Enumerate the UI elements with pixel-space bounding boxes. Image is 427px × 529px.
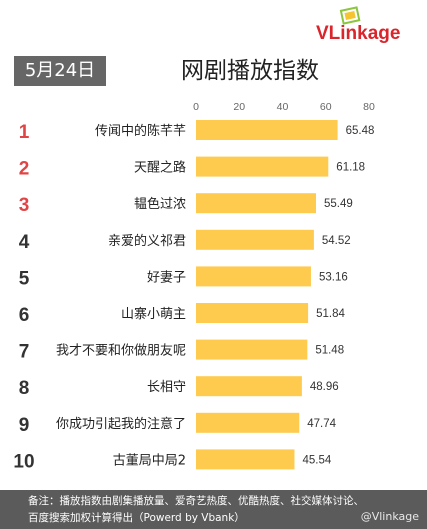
rank-number: 1	[19, 122, 30, 143]
page-title: 网剧播放指数	[181, 58, 319, 84]
bar	[196, 193, 316, 214]
bar	[196, 449, 295, 470]
rank-number: 8	[19, 378, 30, 399]
bar	[196, 412, 300, 433]
footer-note-line1: 备注：播放指数由剧集播放量、爱奇艺热度、优酷热度、社交媒体讨论、	[28, 495, 364, 507]
data-label: 45.54	[302, 454, 331, 466]
rank-number: 7	[19, 342, 30, 363]
category-label: 你成功引起我的注意了	[56, 416, 186, 432]
x-tick-label: 20	[233, 101, 245, 113]
data-label: 51.48	[315, 345, 344, 357]
data-label: 55.49	[324, 198, 353, 210]
category-label: 韫色过浓	[134, 196, 186, 212]
x-tick-label: 80	[363, 101, 375, 113]
date-badge: 5月24日	[14, 56, 106, 86]
brand-text: VLinkage	[316, 23, 400, 44]
weibo-watermark: @Vlinkage	[360, 510, 419, 523]
data-label: 54.52	[322, 235, 351, 247]
bar	[196, 156, 329, 177]
rank-number: 9	[19, 415, 30, 436]
rank-number: 3	[19, 195, 30, 216]
bar	[196, 303, 309, 323]
bar	[196, 266, 311, 287]
data-label: 53.16	[319, 271, 348, 283]
rank-number: 10	[13, 451, 34, 472]
footer-note: 备注：播放指数由剧集播放量、爱奇艺热度、优酷热度、社交媒体讨论、 百度搜索加权计…	[0, 490, 427, 529]
category-label: 我才不要和你做朋友呢	[56, 343, 186, 359]
x-tick-label: 0	[193, 101, 199, 113]
data-label: 65.48	[346, 125, 375, 137]
category-label: 好妻子	[147, 270, 186, 285]
bar	[196, 376, 302, 397]
data-label: 47.74	[307, 418, 336, 430]
bar	[196, 339, 308, 360]
data-label: 51.84	[316, 308, 345, 320]
rank-number: 6	[19, 305, 30, 326]
x-tick-label: 40	[277, 101, 289, 113]
rank-number: 2	[19, 159, 30, 180]
category-label: 古董局中局2	[113, 453, 186, 468]
category-label: 亲爱的义祁君	[108, 233, 186, 249]
category-label: 长相守	[147, 380, 186, 395]
rank-number: 5	[19, 268, 30, 289]
vlinkage-logo: VLinkage	[316, 6, 400, 44]
category-label: 山寨小萌主	[121, 306, 186, 322]
category-label: 天醒之路	[134, 160, 186, 176]
bar	[196, 120, 338, 140]
bar	[196, 229, 314, 250]
photo-frame-icon	[339, 6, 361, 25]
category-label: 传闻中的陈芊芊	[95, 123, 186, 139]
rank-number: 4	[19, 232, 30, 253]
x-tick-label: 60	[320, 101, 332, 113]
data-label: 61.18	[336, 162, 365, 174]
footer-note-line2: 百度搜索加权计算得出（Powerd by Vbank）	[28, 512, 245, 524]
data-label: 48.96	[310, 381, 339, 393]
